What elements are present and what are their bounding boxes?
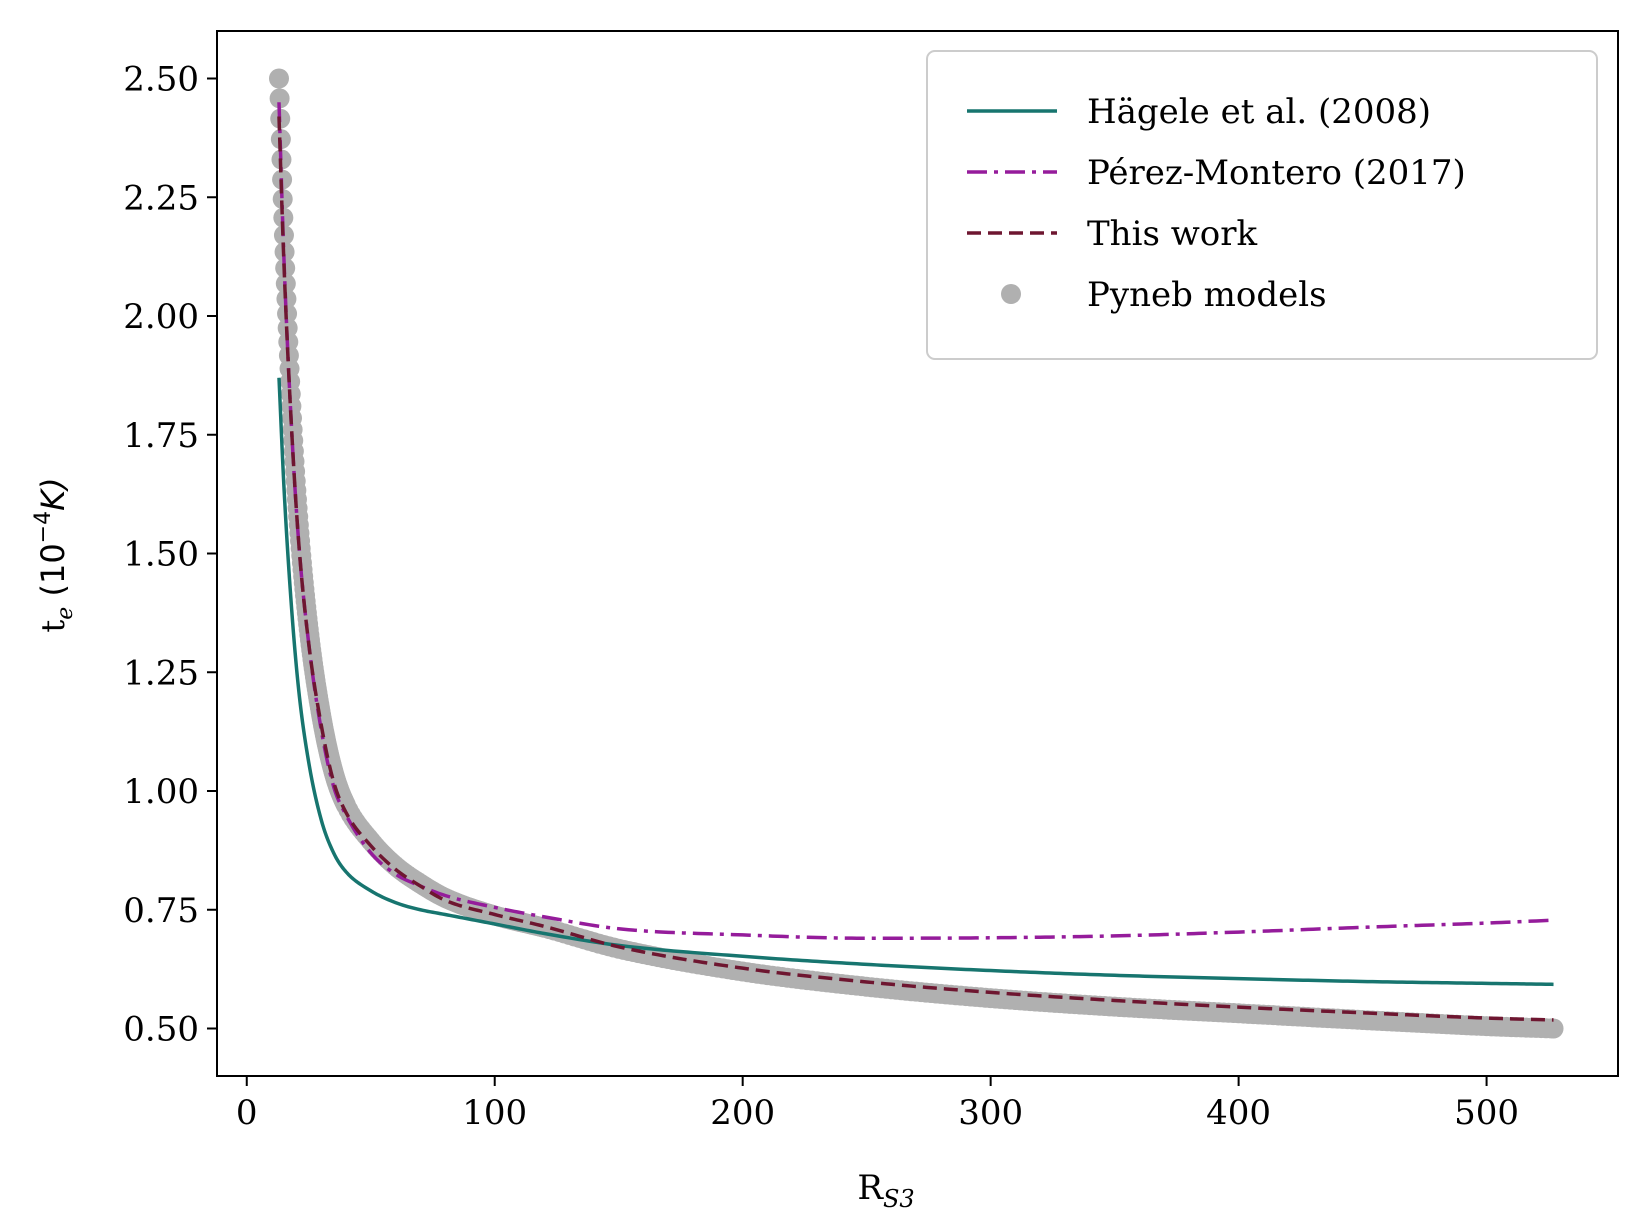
pyneb-model-point [272,189,293,210]
x-axis-label: RS3 [857,1168,914,1213]
y-tick-label: 1.50 [123,535,199,575]
y-tick-label: 0.50 [123,1010,199,1050]
y-tick-label: 0.75 [123,891,199,931]
legend-marker-pyneb [1001,284,1021,304]
legend: Hägele et al. (2008) Pérez-Montero (2017… [926,50,1598,360]
y-axis-label-subscript: e [53,607,78,620]
y-tick-label: 1.00 [123,772,199,812]
legend-label-perez-montero: Pérez-Montero (2017) [1087,153,1466,193]
y-tick-label: 2.00 [123,297,199,337]
x-tick-label: 400 [1206,1093,1271,1133]
series-line-perez-montero [277,102,1554,940]
x-tick-label: 300 [958,1093,1023,1133]
x-tick-label: 0 [236,1093,258,1133]
y-tick-label: 1.75 [123,416,199,456]
series-line-this-work [277,116,1554,1022]
pyneb-model-point [1543,1018,1564,1039]
y-axis-label-unit-prefix [34,597,72,607]
x-tick-label: 200 [710,1093,775,1133]
y-axis-label-exponent: −4 [31,511,56,543]
y-axis-label: te (10−4K) [31,477,78,632]
series-line-hagele [277,377,1554,987]
y-tick-label: 2.25 [123,178,199,218]
tick-layer: 0 100 200 300 400 500 0.50 0.75 1.00 1.25 1.50 1.75… [123,60,1519,1134]
x-axis-label-subscript: S3 [883,1185,915,1213]
x-tick-label: 100 [462,1093,527,1133]
pyneb-model-point [268,68,289,89]
pyneb-model-point [269,88,290,109]
legend-label-pyneb: Pyneb models [1087,275,1327,315]
legend-label-this-work: This work [1087,214,1258,254]
legend-box [926,50,1598,360]
legend-label-hagele: Hägele et al. (2008) [1087,92,1431,132]
data-layer [268,68,1564,1039]
y-tick-label: 1.25 [123,653,199,693]
y-axis-label-unit-suffix: K) [34,477,72,510]
y-tick-label: 2.50 [123,60,199,100]
x-tick-label: 500 [1454,1093,1519,1133]
